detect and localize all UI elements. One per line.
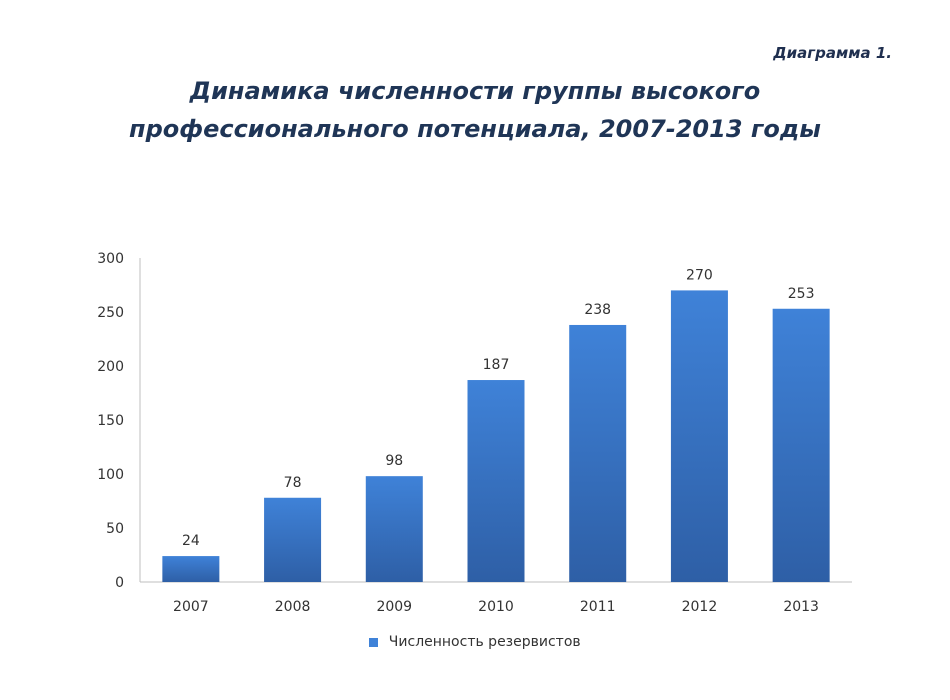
legend-swatch: [369, 637, 379, 647]
bar-2012: [670, 290, 728, 582]
data-label: 78: [284, 475, 302, 491]
chart-legend: Численность резервистов: [0, 634, 950, 650]
data-label: 187: [483, 357, 510, 373]
x-tick-label: 2008: [275, 599, 311, 615]
data-label: 98: [385, 453, 403, 469]
chart-bars: [162, 290, 830, 582]
x-tick-label: 2007: [173, 599, 209, 615]
x-tick-label: 2010: [478, 599, 514, 615]
chart-title-line-1: Динамика численности группы высокого: [189, 77, 761, 105]
bar-2010: [467, 380, 525, 582]
chart-title: Динамика численности группы высокого про…: [0, 72, 950, 148]
diagram-number-label: Диаграмма 1.: [773, 44, 892, 62]
bar-2009: [365, 476, 423, 582]
x-tick-label: 2012: [682, 599, 718, 615]
chart-axes: 0 50 100 150 200 250 300: [97, 251, 852, 591]
data-label: 270: [686, 267, 713, 283]
x-tick-label: 2009: [376, 599, 412, 615]
y-tick-label: 250: [97, 305, 124, 321]
legend-entry-label: Численность резервистов: [388, 634, 581, 650]
bar-2013: [772, 308, 830, 582]
chart-title-line-2: профессионального потенциала, 2007-2013 …: [129, 115, 821, 143]
data-label: 253: [788, 286, 815, 302]
y-tick-label: 100: [97, 467, 124, 483]
bar-2007: [162, 556, 220, 582]
y-tick-label: 150: [97, 413, 124, 429]
y-tick-label: 50: [106, 521, 124, 537]
bar-2011: [569, 324, 627, 582]
data-label: 238: [584, 302, 611, 318]
y-tick-label: 200: [97, 359, 124, 375]
y-tick-label: 0: [115, 575, 124, 591]
chart-labels: 2007 24 2008 78 2009 98 2010 187 2011 238 2012 270 2…: [173, 267, 819, 615]
x-tick-label: 2011: [580, 599, 616, 615]
x-tick-label: 2013: [783, 599, 819, 615]
y-tick-label: 300: [97, 251, 124, 267]
data-label: 24: [182, 533, 200, 549]
bar-2008: [264, 497, 322, 582]
